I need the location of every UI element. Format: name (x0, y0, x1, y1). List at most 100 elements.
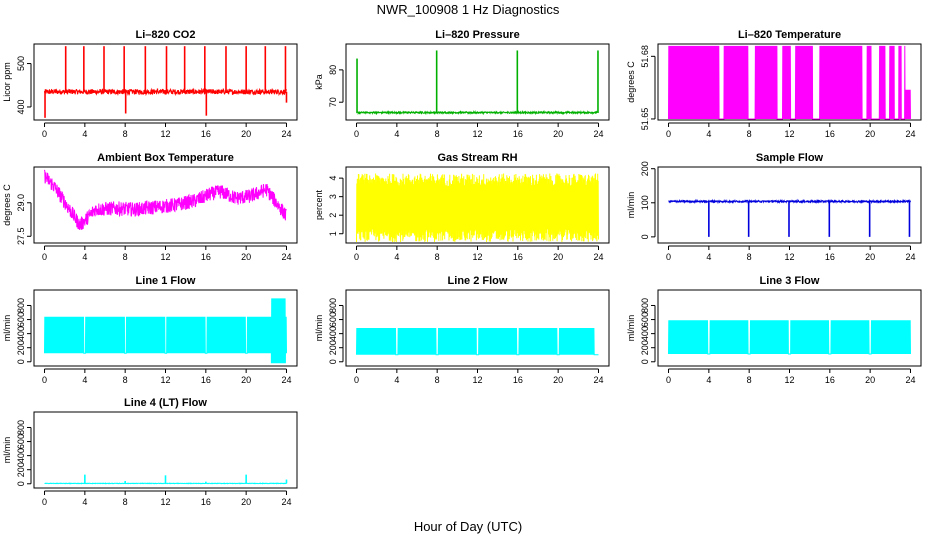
x-tick-label: 0 (42, 375, 47, 385)
y-tick-label: 0 (16, 359, 26, 364)
series-line (44, 298, 287, 364)
y-axis-label: Licor ppm (2, 62, 12, 102)
x-tick-label: 8 (435, 252, 440, 262)
x-tick-label: 20 (241, 129, 251, 139)
x-tick-label: 8 (747, 129, 752, 139)
x-tick-label: 4 (706, 129, 711, 139)
x-tick-label: 12 (472, 252, 482, 262)
y-tick-label: 0 (328, 359, 338, 364)
plot-box (33, 289, 298, 367)
x-tick-label: 16 (825, 375, 835, 385)
plot-box (657, 166, 922, 244)
x-tick-label: 16 (201, 129, 211, 139)
panel-title: Li–820 Pressure (435, 29, 519, 41)
series-line (44, 169, 287, 230)
panel-title: Ambient Box Temperature (97, 152, 234, 164)
x-tick-label: 24 (593, 252, 603, 262)
y-tick-label: 400 (16, 99, 26, 114)
y-tick-label: 800 (16, 298, 26, 313)
y-axis-label: ml/min (2, 437, 12, 464)
y-tick-label: 600 (16, 312, 26, 327)
x-axis-label: Hour of Day (UTC) (414, 519, 522, 534)
y-tick-label: 0 (640, 234, 650, 239)
plot-box (345, 166, 610, 244)
x-tick-label: 12 (784, 252, 794, 262)
y-tick-label: 100 (640, 195, 650, 210)
y-tick-label: 600 (328, 312, 338, 327)
series-line (668, 45, 911, 120)
x-tick-label: 4 (394, 129, 399, 139)
y-tick-label: 600 (16, 434, 26, 449)
panel-title: Line 4 (LT) Flow (124, 397, 207, 409)
y-tick-label: 0 (640, 359, 650, 364)
x-tick-label: 8 (123, 129, 128, 139)
x-tick-label: 8 (747, 252, 752, 262)
x-tick-label: 4 (82, 252, 87, 262)
x-tick-label: 8 (123, 252, 128, 262)
series-line (356, 173, 599, 243)
panel-title: Gas Stream RH (437, 152, 517, 164)
y-tick-label: 400 (16, 448, 26, 463)
x-tick-label: 16 (513, 129, 523, 139)
y-tick-label: 4 (328, 176, 338, 181)
x-tick-label: 24 (281, 252, 291, 262)
x-tick-label: 16 (825, 252, 835, 262)
panel-title: Line 3 Flow (760, 275, 820, 287)
x-tick-label: 16 (201, 252, 211, 262)
plot-box (33, 43, 298, 121)
plot-box (345, 43, 610, 121)
x-tick-label: 0 (354, 375, 359, 385)
y-tick-label: 200 (640, 161, 650, 176)
plot-box (657, 289, 922, 367)
y-tick-label: 800 (640, 298, 650, 313)
x-tick-label: 4 (82, 375, 87, 385)
y-axis-label: ml/min (626, 192, 636, 219)
x-tick-label: 12 (784, 129, 794, 139)
x-tick-label: 12 (160, 129, 170, 139)
x-tick-label: 8 (123, 375, 128, 385)
x-tick-label: 12 (160, 497, 170, 507)
y-axis-label: ml/min (2, 315, 12, 342)
y-tick-label: 400 (328, 326, 338, 341)
y-axis-label: degrees C (2, 184, 12, 226)
y-tick-label: 200 (16, 340, 26, 355)
y-axis-label: degrees C (626, 61, 636, 103)
plot-box (33, 166, 298, 244)
series-line (44, 87, 287, 97)
y-tick-label: 29.0 (16, 194, 26, 212)
x-tick-label: 20 (553, 129, 563, 139)
x-tick-label: 20 (553, 252, 563, 262)
series-line (668, 320, 911, 355)
x-tick-label: 4 (82, 497, 87, 507)
y-tick-label: 200 (16, 462, 26, 477)
y-tick-label: 0 (16, 481, 26, 486)
x-tick-label: 8 (435, 375, 440, 385)
x-tick-label: 4 (706, 252, 711, 262)
y-tick-label: 800 (16, 420, 26, 435)
x-tick-label: 20 (865, 252, 875, 262)
panel-li-820-co2: Li–820 CO2 0 4 8 12 16 20 24 400 500 Licor ppm (2, 29, 298, 139)
x-tick-label: 0 (42, 497, 47, 507)
x-tick-label: 20 (241, 375, 251, 385)
y-tick-label: 3 (328, 194, 338, 199)
x-tick-label: 16 (513, 252, 523, 262)
x-tick-label: 12 (160, 252, 170, 262)
series-line (356, 327, 599, 356)
y-tick-label: 80 (328, 65, 338, 75)
series-line (356, 109, 599, 116)
y-tick-label: 600 (640, 312, 650, 327)
plot-box (657, 43, 922, 121)
y-tick-label: 1 (328, 231, 338, 236)
y-tick-label: 51.65 (640, 108, 650, 131)
y-tick-label: 200 (328, 340, 338, 355)
x-tick-label: 12 (472, 375, 482, 385)
x-tick-label: 4 (82, 129, 87, 139)
y-tick-label: 51.68 (640, 45, 650, 68)
y-tick-label: 200 (640, 340, 650, 355)
x-tick-label: 20 (865, 375, 875, 385)
panel-sample-flow: Sample Flow 0 4 8 12 16 20 24 0 100 200 ml/min (626, 152, 922, 262)
x-tick-label: 12 (472, 129, 482, 139)
x-tick-label: 16 (201, 497, 211, 507)
